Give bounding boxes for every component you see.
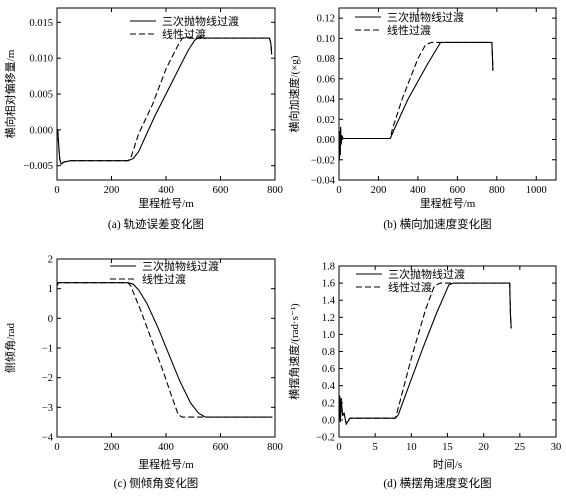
legend-label: 三次抛物线过渡 — [388, 267, 465, 281]
x-tick-label: 30 — [551, 442, 562, 453]
y-tick-label: 1.6 — [322, 279, 335, 290]
legend-label: 三次抛物线过渡 — [387, 10, 464, 24]
y-tick-label: 0.00 — [317, 135, 335, 146]
y-tick-label: 0.08 — [317, 54, 335, 65]
x-tick-label: 200 — [104, 185, 120, 196]
chart-panel-1: 0 200 400 600 800 −0.005 0.000 0.005 0.010 0.015 里… — [3, 7, 283, 231]
series-line-cubic — [56, 282, 273, 418]
x-axis-label: 时间/s — [433, 458, 462, 471]
y-tick-label: 0.8 — [322, 347, 335, 358]
y-tick-label: 0.4 — [322, 381, 336, 392]
y-tick-label: 0 — [48, 314, 53, 325]
series-line-linear — [57, 36, 273, 165]
series-line-linear — [56, 282, 273, 418]
x-tick-label: 5 — [373, 442, 378, 453]
x-tick-label: 800 — [267, 442, 283, 453]
legend-label: 线性过渡 — [387, 23, 431, 37]
y-tick-label: 0.10 — [317, 34, 335, 45]
series-line-linear — [338, 282, 512, 425]
y-tick-label: 0.000 — [29, 125, 53, 136]
plot-frame — [338, 265, 557, 438]
legend-label: 线性过渡 — [388, 280, 432, 294]
y-tick-label: −0.04 — [311, 176, 336, 187]
y-tick-label: 0.010 — [29, 54, 53, 65]
x-tick-label: 200 — [371, 185, 387, 196]
x-tick-label: 10 — [406, 442, 417, 453]
chart-panel-3: 0 200 400 600 800 −4 −3 −2 −1 0 1 2 里程桩号/m 侧倾角/rad (c)… — [4, 255, 283, 491]
legend-label: 三次抛物线过渡 — [162, 14, 239, 28]
y-axis-label: 横向加速度/(×g) — [287, 55, 301, 132]
y-tick-label: 1.0 — [322, 330, 335, 341]
x-tick-label: 15 — [442, 442, 453, 453]
x-tick-label: 400 — [158, 442, 174, 453]
panel-caption: (a) 轨迹误差变化图 — [108, 217, 204, 231]
x-tick-label: 25 — [515, 442, 526, 453]
plot-frame — [338, 7, 557, 181]
x-tick-label: 400 — [158, 185, 174, 196]
y-tick-label: −1 — [42, 344, 53, 355]
y-tick-label: 1.4 — [322, 296, 336, 307]
y-tick-label: −3 — [42, 403, 53, 414]
x-tick-label: 600 — [449, 185, 465, 196]
x-tick-label: 600 — [213, 442, 229, 453]
x-tick-label: 0 — [54, 442, 59, 453]
panel-caption: (d) 横摆角速度变化图 — [383, 476, 491, 490]
y-tick-label: 1.8 — [322, 262, 335, 273]
y-axis-label: 横摆角速度/(rad·s⁻¹) — [287, 303, 301, 400]
x-tick-label: 1000 — [526, 185, 547, 196]
series-line-linear — [338, 41, 494, 161]
y-tick-label: −4 — [42, 433, 54, 444]
x-tick-label: 400 — [410, 185, 426, 196]
y-tick-label: 0.015 — [29, 18, 53, 29]
y-tick-label: −0.02 — [311, 155, 335, 166]
y-tick-label: −0.005 — [23, 161, 53, 172]
x-tick-label: 800 — [267, 185, 283, 196]
y-tick-label: 0.2 — [322, 398, 335, 409]
y-tick-label: 0.005 — [29, 90, 53, 101]
x-tick-label: 0 — [336, 185, 341, 196]
panel-caption: (c) 侧倾角变化图 — [114, 476, 199, 490]
series-line-cubic — [338, 41, 494, 161]
x-tick-label: 200 — [104, 442, 120, 453]
y-tick-label: 0.6 — [322, 364, 335, 375]
y-tick-label: −0.2 — [316, 433, 335, 444]
y-axis-label: 侧倾角/rad — [4, 322, 17, 373]
legend-label: 线性过渡 — [162, 27, 206, 41]
y-tick-label: 1.2 — [322, 313, 335, 324]
legend-label: 线性过渡 — [142, 272, 186, 286]
x-tick-label: 600 — [213, 185, 229, 196]
x-axis-label: 里程桩号/m — [138, 196, 194, 210]
y-tick-label: 0.06 — [317, 74, 335, 85]
y-tick-label: 0.12 — [317, 14, 335, 25]
y-tick-label: 0.04 — [317, 95, 336, 106]
chart-panel-4: 0 5 10 15 20 25 30 −0.2 0.0 0.2 0.4 0.6 0.8 1.0 1.2 1.4… — [287, 262, 561, 491]
y-tick-label: 0.02 — [317, 115, 335, 126]
y-axis-label: 横向相对偏移量/m — [3, 49, 17, 138]
y-tick-label: 1 — [48, 284, 53, 295]
chart-panel-2: 0 200 400 600 800 1000 −0.04 −0.02 0.00 0.02 0.04 0… — [287, 7, 557, 231]
y-tick-label: −2 — [42, 373, 53, 384]
legend-label: 三次抛物线过渡 — [142, 259, 219, 273]
series-line-cubic — [338, 282, 512, 425]
series-line-cubic — [57, 36, 273, 165]
x-axis-label: 里程桩号/m — [138, 457, 194, 471]
x-axis-label: 里程桩号/m — [420, 196, 476, 210]
x-tick-label: 800 — [489, 185, 505, 196]
y-tick-label: 2 — [48, 255, 53, 266]
panel-caption: (b) 横向加速度变化图 — [383, 217, 491, 231]
x-tick-label: 0 — [336, 442, 341, 453]
y-tick-label: 0.0 — [322, 415, 335, 426]
x-tick-label: 0 — [54, 185, 59, 196]
x-tick-label: 20 — [478, 442, 489, 453]
